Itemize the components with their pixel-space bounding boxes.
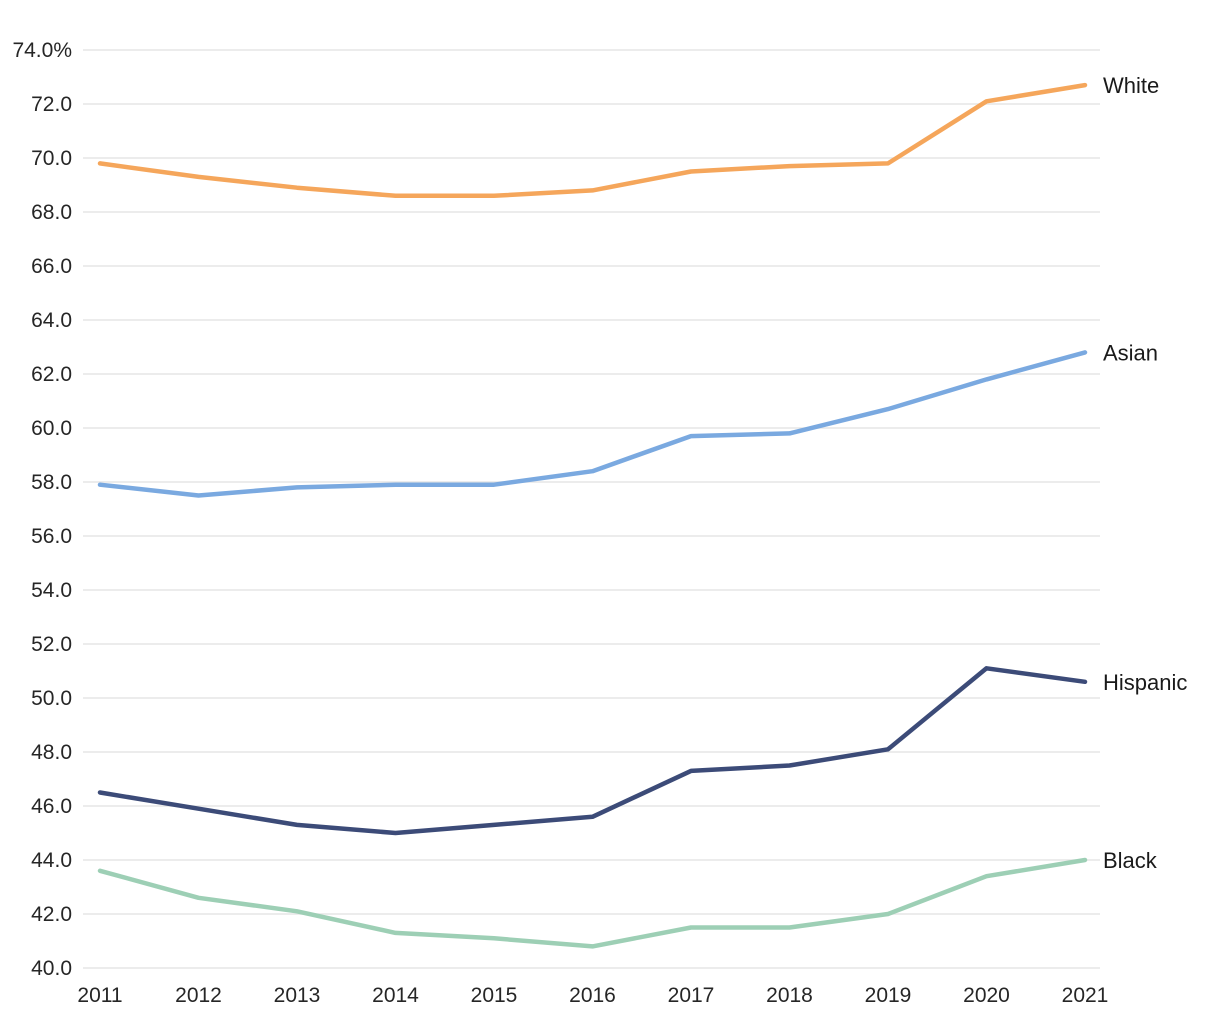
- y-tick-label: 42.0: [31, 903, 72, 926]
- y-tick-label: 54.0: [31, 579, 72, 602]
- y-tick-label: 66.0: [31, 255, 72, 278]
- y-tick-label: 44.0: [31, 849, 72, 872]
- series-label-asian: Asian: [1103, 340, 1158, 365]
- x-tick-label: 2021: [1062, 984, 1109, 1007]
- x-tick-label: 2020: [963, 984, 1010, 1007]
- y-tick-label: 62.0: [31, 363, 72, 386]
- y-tick-label: 58.0: [31, 471, 72, 494]
- y-tick-label: 40.0: [31, 957, 72, 980]
- x-tick-label: 2016: [569, 984, 616, 1007]
- y-tick-label: 60.0: [31, 417, 72, 440]
- y-tick-label: 74.0%: [12, 39, 72, 62]
- y-tick-label: 64.0: [31, 309, 72, 332]
- x-tick-label: 2011: [77, 984, 122, 1007]
- series-line-asian: [97, 350, 1088, 498]
- series-line-black: [97, 857, 1088, 949]
- gridlines-group: [83, 49, 1100, 969]
- y-axis-tick-labels: 74.0% 72.0 70.0 68.0 66.0 64.0 62.0 60.0 58.0 56.…: [12, 39, 72, 980]
- y-tick-label: 68.0: [31, 201, 72, 224]
- series-end-labels-group: White Asian Hispanic Black: [1103, 73, 1187, 873]
- y-tick-label: 72.0: [31, 93, 72, 116]
- y-tick-label: 52.0: [31, 633, 72, 656]
- y-tick-label: 48.0: [31, 741, 72, 764]
- x-tick-label: 2014: [372, 984, 419, 1007]
- y-tick-label: 50.0: [31, 687, 72, 710]
- y-tick-label: 70.0: [31, 147, 72, 170]
- x-tick-label: 2017: [668, 984, 715, 1007]
- series-label-white: White: [1103, 73, 1159, 98]
- series-label-hispanic: Hispanic: [1103, 670, 1187, 695]
- series-label-black: Black: [1103, 848, 1158, 873]
- x-tick-label: 2015: [471, 984, 518, 1007]
- x-tick-label: 2013: [274, 984, 321, 1007]
- series-line-hispanic: [97, 666, 1088, 836]
- series-line-white: [97, 82, 1088, 199]
- x-axis-tick-labels: 2011 2012 2013 2014 2015 2016 2017 2018 2019 2020…: [77, 984, 1108, 1007]
- y-tick-label: 46.0: [31, 795, 72, 818]
- y-tick-label: 56.0: [31, 525, 72, 548]
- x-tick-label: 2018: [766, 984, 813, 1007]
- series-lines-group: [97, 82, 1088, 949]
- x-tick-label: 2019: [865, 984, 912, 1007]
- x-tick-label: 2012: [175, 984, 222, 1007]
